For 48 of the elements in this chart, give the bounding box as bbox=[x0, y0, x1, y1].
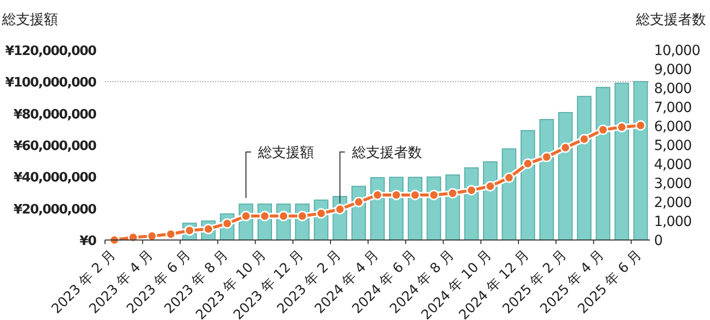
point bbox=[316, 208, 326, 219]
point bbox=[391, 190, 402, 200]
point bbox=[635, 120, 646, 131]
y-tick-label: ¥20,000,000 bbox=[14, 202, 97, 218]
y2-tick-label: 2,000 bbox=[654, 195, 692, 211]
y2-axis-title: 総支援者数 bbox=[635, 12, 706, 28]
point bbox=[485, 180, 496, 192]
point bbox=[616, 122, 628, 132]
point bbox=[522, 158, 534, 169]
y-tick-label: ¥0 bbox=[80, 234, 97, 249]
bar bbox=[558, 112, 573, 240]
point bbox=[353, 196, 364, 208]
y-tick-label: ¥80,000,000 bbox=[14, 107, 97, 122]
y2-tick-label: 6,000 bbox=[654, 119, 692, 135]
point bbox=[334, 204, 346, 214]
bar bbox=[614, 82, 630, 240]
point bbox=[504, 172, 514, 183]
point bbox=[560, 142, 571, 153]
y2-tick-label: 9,000 bbox=[654, 62, 692, 78]
bar bbox=[576, 96, 592, 240]
y2-tick-label: 3,000 bbox=[654, 176, 692, 192]
bar bbox=[596, 86, 610, 240]
point bbox=[447, 188, 458, 199]
point bbox=[541, 152, 552, 162]
point bbox=[466, 184, 477, 196]
bar bbox=[633, 81, 648, 240]
y2-tick-label: 5,000 bbox=[654, 138, 692, 154]
point bbox=[372, 190, 383, 200]
y-axis-title: 総支援額 bbox=[1, 12, 58, 28]
y-tick-label: ¥100,000,000 bbox=[5, 76, 97, 91]
point bbox=[598, 124, 608, 136]
point bbox=[428, 190, 440, 200]
y2-tick-label: 1,000 bbox=[654, 214, 692, 230]
y2-tick-label: 0 bbox=[654, 233, 662, 249]
y2-tick-label: 8,000 bbox=[654, 81, 692, 97]
y2-tick-label: 7,000 bbox=[654, 100, 692, 116]
y-tick-label: ¥40,000,000 bbox=[14, 170, 97, 186]
y2-tick-label: 10,000 bbox=[654, 43, 700, 59]
y2-tick-label: 4,000 bbox=[654, 157, 692, 173]
bar bbox=[539, 119, 554, 240]
text: 総支援者数 bbox=[350, 145, 422, 161]
y-tick-label: ¥60,000,000 bbox=[14, 139, 97, 154]
point bbox=[166, 228, 176, 240]
point bbox=[410, 190, 420, 200]
point bbox=[578, 134, 590, 144]
y-tick-label: ¥120,000,000 bbox=[5, 44, 97, 59]
bar bbox=[520, 130, 536, 240]
point bbox=[128, 232, 138, 243]
